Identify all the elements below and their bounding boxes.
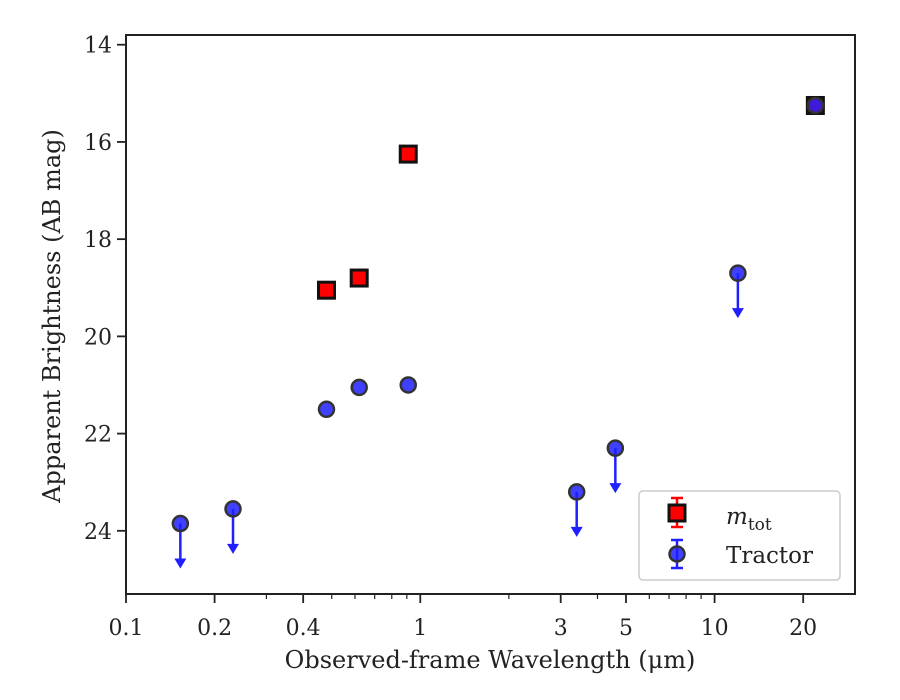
x-tick-label: 1: [413, 616, 427, 641]
tractor-point: [606, 439, 625, 457]
tractor-point: [399, 376, 417, 394]
tractor-point: [567, 483, 586, 501]
y-tick-label: 20: [84, 325, 112, 350]
tractor-point: [317, 400, 336, 419]
tractor-point: [729, 264, 747, 282]
legend-circle-marker: [668, 545, 686, 563]
mtot-point: [398, 144, 418, 164]
x-tick-label: 3: [554, 616, 568, 641]
x-tick-label: 0.4: [286, 616, 321, 641]
legend-square-marker: [667, 503, 687, 523]
mtot-point: [349, 268, 369, 288]
y-tick-label: 22: [84, 423, 112, 448]
x-tick-label: 10: [701, 616, 729, 641]
tractor-limit-arrow: [174, 558, 187, 569]
y-axis-label: Apparent Brightness (AB mag): [38, 129, 66, 504]
tractor-limit-arrow: [227, 543, 240, 554]
legend-symbol-tractor: [668, 538, 686, 570]
tractor-point: [350, 378, 368, 397]
x-tick-label: 0.2: [197, 616, 232, 641]
data-markers: [171, 95, 825, 569]
legend-label-tractor: Tractor: [726, 543, 813, 569]
legend-label-mtot: mtot: [726, 504, 772, 535]
x-axis-ticks: 0.1 0.2 0.4 1 3 5 10 20: [109, 594, 817, 641]
tractor-limit-arrow: [731, 308, 744, 319]
legend-symbol-mtot: [667, 496, 687, 529]
x-tick-label: 20: [789, 616, 817, 641]
plot-frame: [125, 34, 856, 595]
tractor-point: [806, 96, 825, 115]
legend: mtot Tractor: [638, 490, 841, 581]
x-tick-label: 0.1: [109, 616, 144, 641]
x-axis-label: Observed-frame Wavelength (μm): [285, 646, 696, 674]
tractor-limit-arrow: [570, 526, 583, 537]
legend-frame: [638, 490, 841, 581]
y-tick-label: 16: [84, 131, 112, 156]
y-tick-label: 14: [84, 34, 112, 59]
mtot-point: [316, 280, 336, 300]
y-axis-ticks: 14 16 18 20 22 24: [84, 34, 126, 545]
tractor-point: [171, 514, 190, 533]
tractor-point: [224, 500, 242, 518]
y-tick-label: 18: [84, 228, 112, 253]
y-tick-label: 24: [84, 520, 112, 545]
tractor-limit-arrow: [609, 483, 622, 494]
x-tick-label: 5: [619, 616, 633, 641]
